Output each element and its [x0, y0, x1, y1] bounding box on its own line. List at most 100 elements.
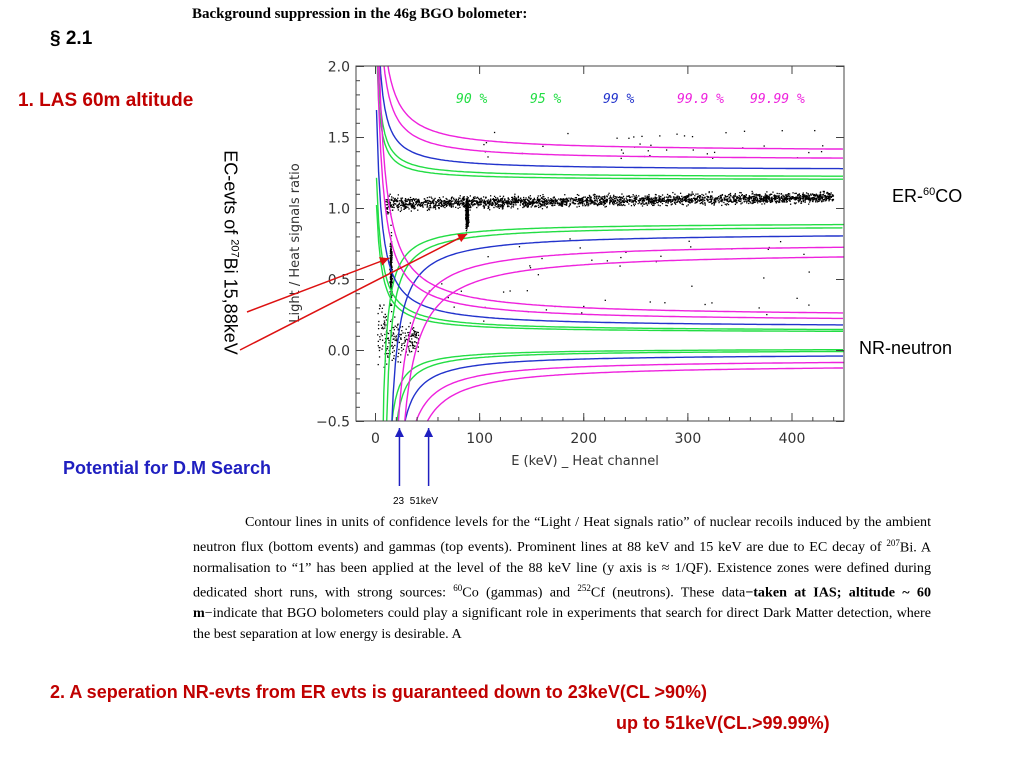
scatter-point — [561, 198, 563, 201]
scatter-point — [527, 199, 530, 202]
scatter-point — [392, 357, 395, 360]
scatter-point — [418, 200, 420, 202]
scatter-point — [772, 191, 774, 193]
scatter-point — [704, 203, 706, 205]
scatter-point — [431, 200, 433, 203]
scatter-point — [622, 195, 625, 198]
scatter-point — [832, 195, 834, 197]
scatter-point — [407, 354, 409, 356]
scatter-point — [495, 199, 497, 202]
scatter-point — [595, 199, 597, 202]
scatter-point — [721, 204, 723, 207]
scatter-point — [527, 206, 529, 208]
scatter-point — [506, 202, 508, 204]
scatter-point — [822, 198, 825, 201]
scatter-point — [552, 199, 554, 202]
scatter-point — [577, 198, 580, 200]
scatter-point — [641, 200, 644, 202]
scatter-point — [633, 197, 636, 199]
scatter-point — [475, 202, 478, 204]
y-tick-label: 0.0 — [328, 344, 350, 360]
scatter-point — [534, 206, 536, 208]
scatter-point — [459, 195, 461, 197]
scatter-point — [679, 201, 681, 204]
scatter-point — [486, 200, 488, 202]
scatter-point — [700, 199, 702, 202]
scatter-point — [423, 198, 426, 200]
scatter-point — [827, 196, 830, 198]
scatter-point — [789, 200, 791, 202]
scatter-point — [431, 197, 433, 200]
scatter-point — [770, 199, 772, 201]
scatter-point — [432, 200, 434, 203]
scatter-point — [426, 209, 429, 212]
scatter-point — [387, 352, 389, 355]
scatter-point — [437, 199, 439, 201]
scatter-point — [404, 341, 406, 343]
scatter-point — [671, 200, 674, 202]
scatter-point — [506, 200, 508, 202]
scatter-point — [706, 198, 708, 201]
scatter-point — [434, 201, 437, 203]
scatter-point — [377, 345, 379, 347]
scatter-point — [734, 193, 737, 195]
scatter-point — [804, 195, 807, 197]
scatter-point — [696, 200, 698, 203]
scatter-point — [389, 268, 391, 271]
scatter-point — [419, 204, 422, 206]
scatter-point — [587, 202, 589, 204]
scatter-point — [560, 200, 562, 203]
scatter-point — [695, 198, 697, 200]
scatter-point — [415, 333, 418, 335]
scatter-point — [522, 202, 524, 205]
scatter-point — [825, 196, 827, 198]
scatter-point — [407, 334, 410, 336]
y-tick-label: 0.5 — [328, 273, 350, 289]
scatter-point — [730, 200, 733, 203]
scatter-point — [579, 247, 581, 249]
scatter-point — [698, 199, 700, 201]
scatter-point — [692, 200, 694, 202]
scatter-point — [619, 265, 621, 267]
scatter-point — [403, 205, 405, 207]
scatter-point — [456, 200, 459, 202]
scatter-point — [378, 356, 381, 358]
scatter-point — [468, 206, 471, 209]
scatter-point — [463, 198, 465, 200]
scatter-point — [827, 197, 830, 199]
scatter-point — [395, 203, 397, 205]
scatter-point — [487, 156, 489, 158]
scatter-point — [489, 201, 491, 204]
scatter-point — [616, 199, 618, 201]
scatter-point — [715, 197, 717, 199]
scatter-point — [442, 206, 445, 208]
scatter-point — [404, 332, 406, 334]
scatter-point — [772, 197, 774, 200]
scatter-point — [590, 202, 592, 204]
scatter-point — [465, 210, 467, 213]
scatter-point — [596, 195, 598, 198]
scatter-point — [777, 196, 779, 199]
scatter-point — [488, 206, 490, 208]
scatter-point — [396, 200, 398, 202]
scatter-point — [440, 205, 442, 207]
scatter-point — [465, 230, 468, 232]
scatter-point — [381, 327, 383, 329]
scatter-point — [763, 145, 765, 147]
scatter-point — [804, 194, 806, 196]
scatter-point — [457, 207, 459, 209]
scatter-point — [734, 203, 737, 206]
scatter-point — [381, 339, 384, 341]
scatter-point — [407, 331, 409, 334]
scatter-point — [812, 197, 814, 199]
scatter-point — [763, 201, 765, 203]
scatter-point — [391, 280, 393, 282]
scatter-point — [746, 202, 748, 204]
scatter-point — [604, 196, 606, 198]
scatter-point — [391, 278, 394, 280]
scatter-point — [608, 192, 610, 194]
scatter-point — [533, 197, 535, 200]
scatter-point — [829, 197, 831, 199]
scatter-point — [444, 201, 447, 204]
scatter-point — [386, 204, 389, 206]
